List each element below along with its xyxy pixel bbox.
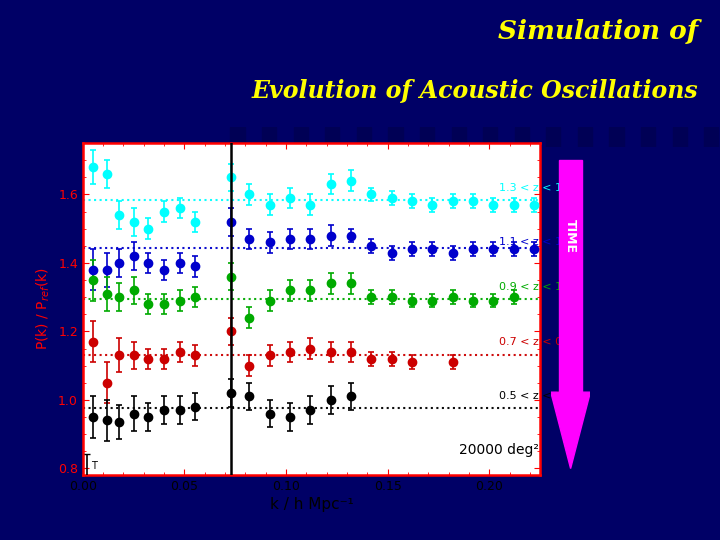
Bar (388, 127, 402, 147)
Text: T: T (91, 461, 96, 471)
Bar (672, 127, 687, 147)
Y-axis label: P(k) / P$_{ref}$(k): P(k) / P$_{ref}$(k) (35, 268, 53, 350)
Bar (325, 127, 339, 147)
Text: Simulation of: Simulation of (498, 19, 698, 44)
Bar (294, 127, 307, 147)
Bar (451, 127, 466, 147)
X-axis label: k / h Mpc⁻¹: k / h Mpc⁻¹ (269, 497, 354, 512)
Text: 1.1 < z < 1.3: 1.1 < z < 1.3 (500, 238, 573, 247)
Text: 20000 deg²: 20000 deg² (459, 442, 539, 456)
Bar (704, 127, 719, 147)
Bar (356, 127, 371, 147)
Bar (578, 127, 592, 147)
Bar (609, 127, 624, 147)
Bar (230, 127, 245, 147)
Bar (546, 127, 560, 147)
Polygon shape (559, 160, 582, 392)
Bar (262, 127, 276, 147)
Text: TIME: TIME (564, 217, 577, 255)
Text: 0.5 < z < 0.7: 0.5 < z < 0.7 (500, 392, 573, 401)
Text: 0.7 < z < 0.9: 0.7 < z < 0.9 (500, 336, 573, 347)
Polygon shape (551, 392, 590, 469)
Bar (483, 127, 498, 147)
Bar (641, 127, 655, 147)
Bar (420, 127, 434, 147)
Text: 0.9 < z < 1.1: 0.9 < z < 1.1 (500, 282, 573, 292)
Bar (515, 127, 529, 147)
Text: TIME: TIME (564, 219, 577, 253)
Text: 1.3 < z < 1.5: 1.3 < z < 1.5 (500, 183, 573, 193)
Text: Evolution of Acoustic Oscillations: Evolution of Acoustic Oscillations (252, 79, 698, 103)
